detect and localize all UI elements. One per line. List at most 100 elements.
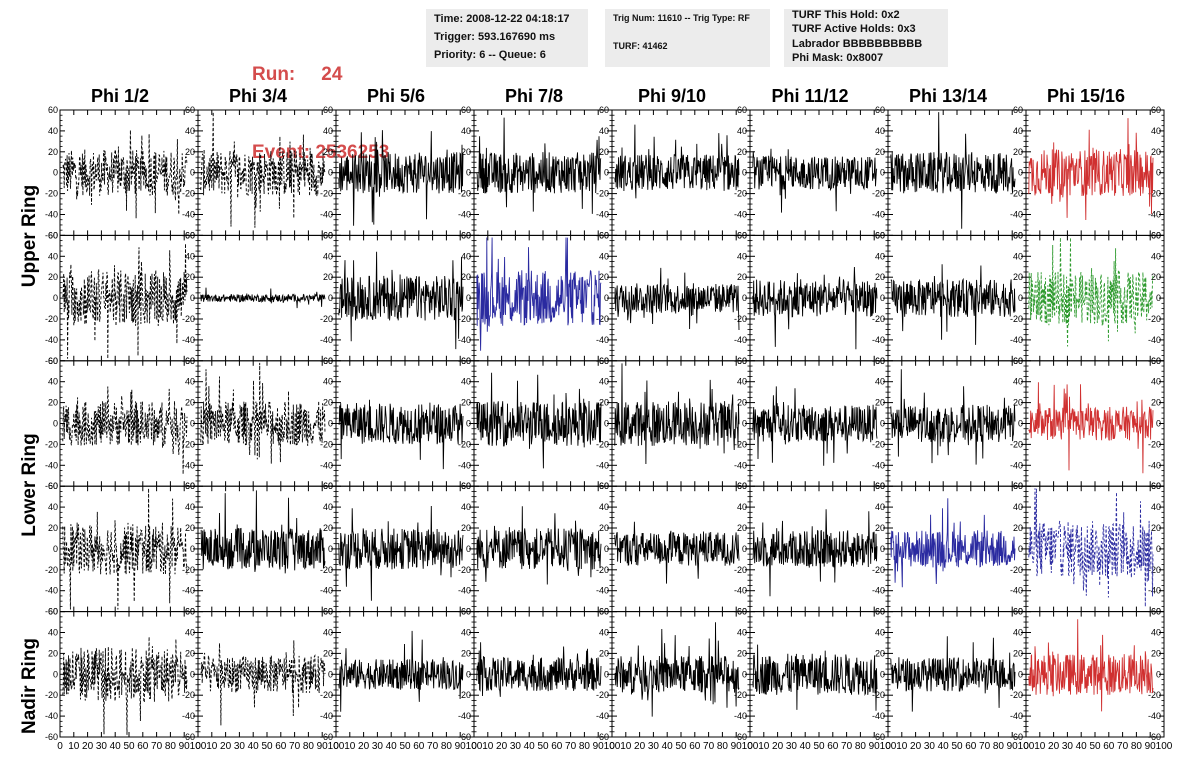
y-tick-label: -20 — [1148, 565, 1161, 575]
y-tick-label: 20 — [1013, 272, 1023, 282]
phi-mask-text: Phi Mask: 0x8007 — [792, 52, 884, 64]
y-tick-label: -60 — [1148, 732, 1161, 742]
column-label-phi-11-12: Phi 11/12 — [771, 86, 849, 106]
y-tick-label: 20 — [737, 648, 747, 658]
waveform-trace — [752, 644, 878, 711]
waveform-trace — [62, 386, 188, 475]
x-tick-label: 40 — [800, 741, 812, 752]
x-tick-label: 30 — [1062, 741, 1074, 752]
y-tick-label: 60 — [461, 481, 471, 491]
y-tick-label: 0 — [880, 419, 885, 429]
waveform-trace — [200, 362, 326, 464]
y-tick-label: -20 — [872, 690, 885, 700]
y-tick-label: 40 — [185, 126, 195, 136]
panel-frame — [59, 360, 199, 487]
y-tick-label: -40 — [182, 460, 195, 470]
waveform-trace — [338, 630, 464, 712]
y-tick-label: 20 — [1013, 523, 1023, 533]
x-tick-label: 80 — [303, 741, 315, 752]
y-tick-label: 60 — [1151, 230, 1161, 240]
y-tick-label: 20 — [461, 523, 471, 533]
y-tick-label: -40 — [45, 210, 58, 220]
y-tick-label: 40 — [1151, 126, 1161, 136]
y-tick-label: -40 — [182, 210, 195, 220]
y-tick-label: 0 — [1018, 168, 1023, 178]
x-tick-label: 80 — [165, 741, 177, 752]
y-tick-label: 40 — [185, 251, 195, 261]
panel-r2-c1: -60 -60 -40 -40 -20 -20 0 0 20 20 40 40 60 60 — [45, 230, 199, 366]
column-label-phi-7-8: Phi 7/8 — [504, 86, 564, 106]
x-tick-label: 10 — [344, 741, 356, 752]
y-tick-label: -20 — [1010, 690, 1023, 700]
y-tick-label: 60 — [185, 105, 195, 115]
x-tick-label: 0 — [1023, 741, 1029, 752]
y-tick-label: -20 — [596, 565, 609, 575]
x-tick-label: 20 — [772, 741, 784, 752]
turf-text: TURF: 41462 — [613, 41, 668, 51]
x-tick-label: 70 — [703, 741, 715, 752]
y-tick-label: 20 — [185, 648, 195, 658]
y-tick-label: 40 — [1013, 377, 1023, 387]
y-tick-label: 0 — [1156, 669, 1161, 679]
waveform-trace — [338, 505, 464, 601]
x-tick-label: 100 — [466, 741, 483, 752]
column-label-phi-15-16: Phi 15/16 — [1046, 86, 1126, 106]
y-tick-label: 40 — [875, 126, 885, 136]
y-tick-label: 60 — [875, 105, 885, 115]
y-tick-label: 60 — [1151, 481, 1161, 491]
x-tick-label: 50 — [123, 741, 135, 752]
y-tick-label: -20 — [45, 690, 58, 700]
y-tick-label: 40 — [185, 628, 195, 638]
y-tick-label: -40 — [45, 586, 58, 596]
y-tick-label: 40 — [48, 377, 58, 387]
x-tick-label: 30 — [924, 741, 936, 752]
y-tick-label: 40 — [1013, 251, 1023, 261]
y-tick-label: 20 — [48, 398, 58, 408]
turf-info-box: TURF This Hold: 0x2 TURF Active Holds: 0… — [784, 9, 948, 67]
y-tick-label: 20 — [737, 398, 747, 408]
x-tick-label: 100 — [328, 741, 345, 752]
y-tick-label: -40 — [596, 460, 609, 470]
y-tick-label: -20 — [45, 189, 58, 199]
x-tick-label: 40 — [248, 741, 260, 752]
event-label: Event: — [252, 142, 311, 163]
y-tick-label: 20 — [48, 648, 58, 658]
y-tick-label: 60 — [1013, 481, 1023, 491]
x-tick-label: 100 — [1018, 741, 1035, 752]
event-value: 2536253 — [315, 142, 390, 163]
y-tick-label: -20 — [1148, 439, 1161, 449]
y-tick-label: 0 — [466, 419, 471, 429]
x-tick-label: 60 — [413, 741, 425, 752]
waveform-trace — [890, 636, 1016, 712]
y-tick-label: -60 — [1010, 732, 1023, 742]
y-tick-label: 40 — [323, 126, 333, 136]
y-tick-label: 40 — [185, 502, 195, 512]
y-tick-label: 60 — [48, 481, 58, 491]
y-tick-label: -40 — [734, 586, 747, 596]
y-tick-label: 0 — [466, 544, 471, 554]
y-tick-label: -40 — [1010, 586, 1023, 596]
y-tick-label: 60 — [48, 230, 58, 240]
y-tick-label: 40 — [737, 251, 747, 261]
x-tick-label: 80 — [579, 741, 591, 752]
waveform-trace — [476, 237, 602, 351]
y-tick-label: -40 — [1148, 460, 1161, 470]
y-tick-label: 40 — [48, 502, 58, 512]
x-tick-label: 30 — [372, 741, 384, 752]
y-tick-label: 20 — [185, 398, 195, 408]
y-tick-label: -20 — [1148, 314, 1161, 324]
y-tick-label: -40 — [182, 586, 195, 596]
y-tick-label: 60 — [599, 230, 609, 240]
y-tick-label: 40 — [737, 377, 747, 387]
y-tick-label: 60 — [48, 607, 58, 617]
y-tick-label: 60 — [875, 481, 885, 491]
